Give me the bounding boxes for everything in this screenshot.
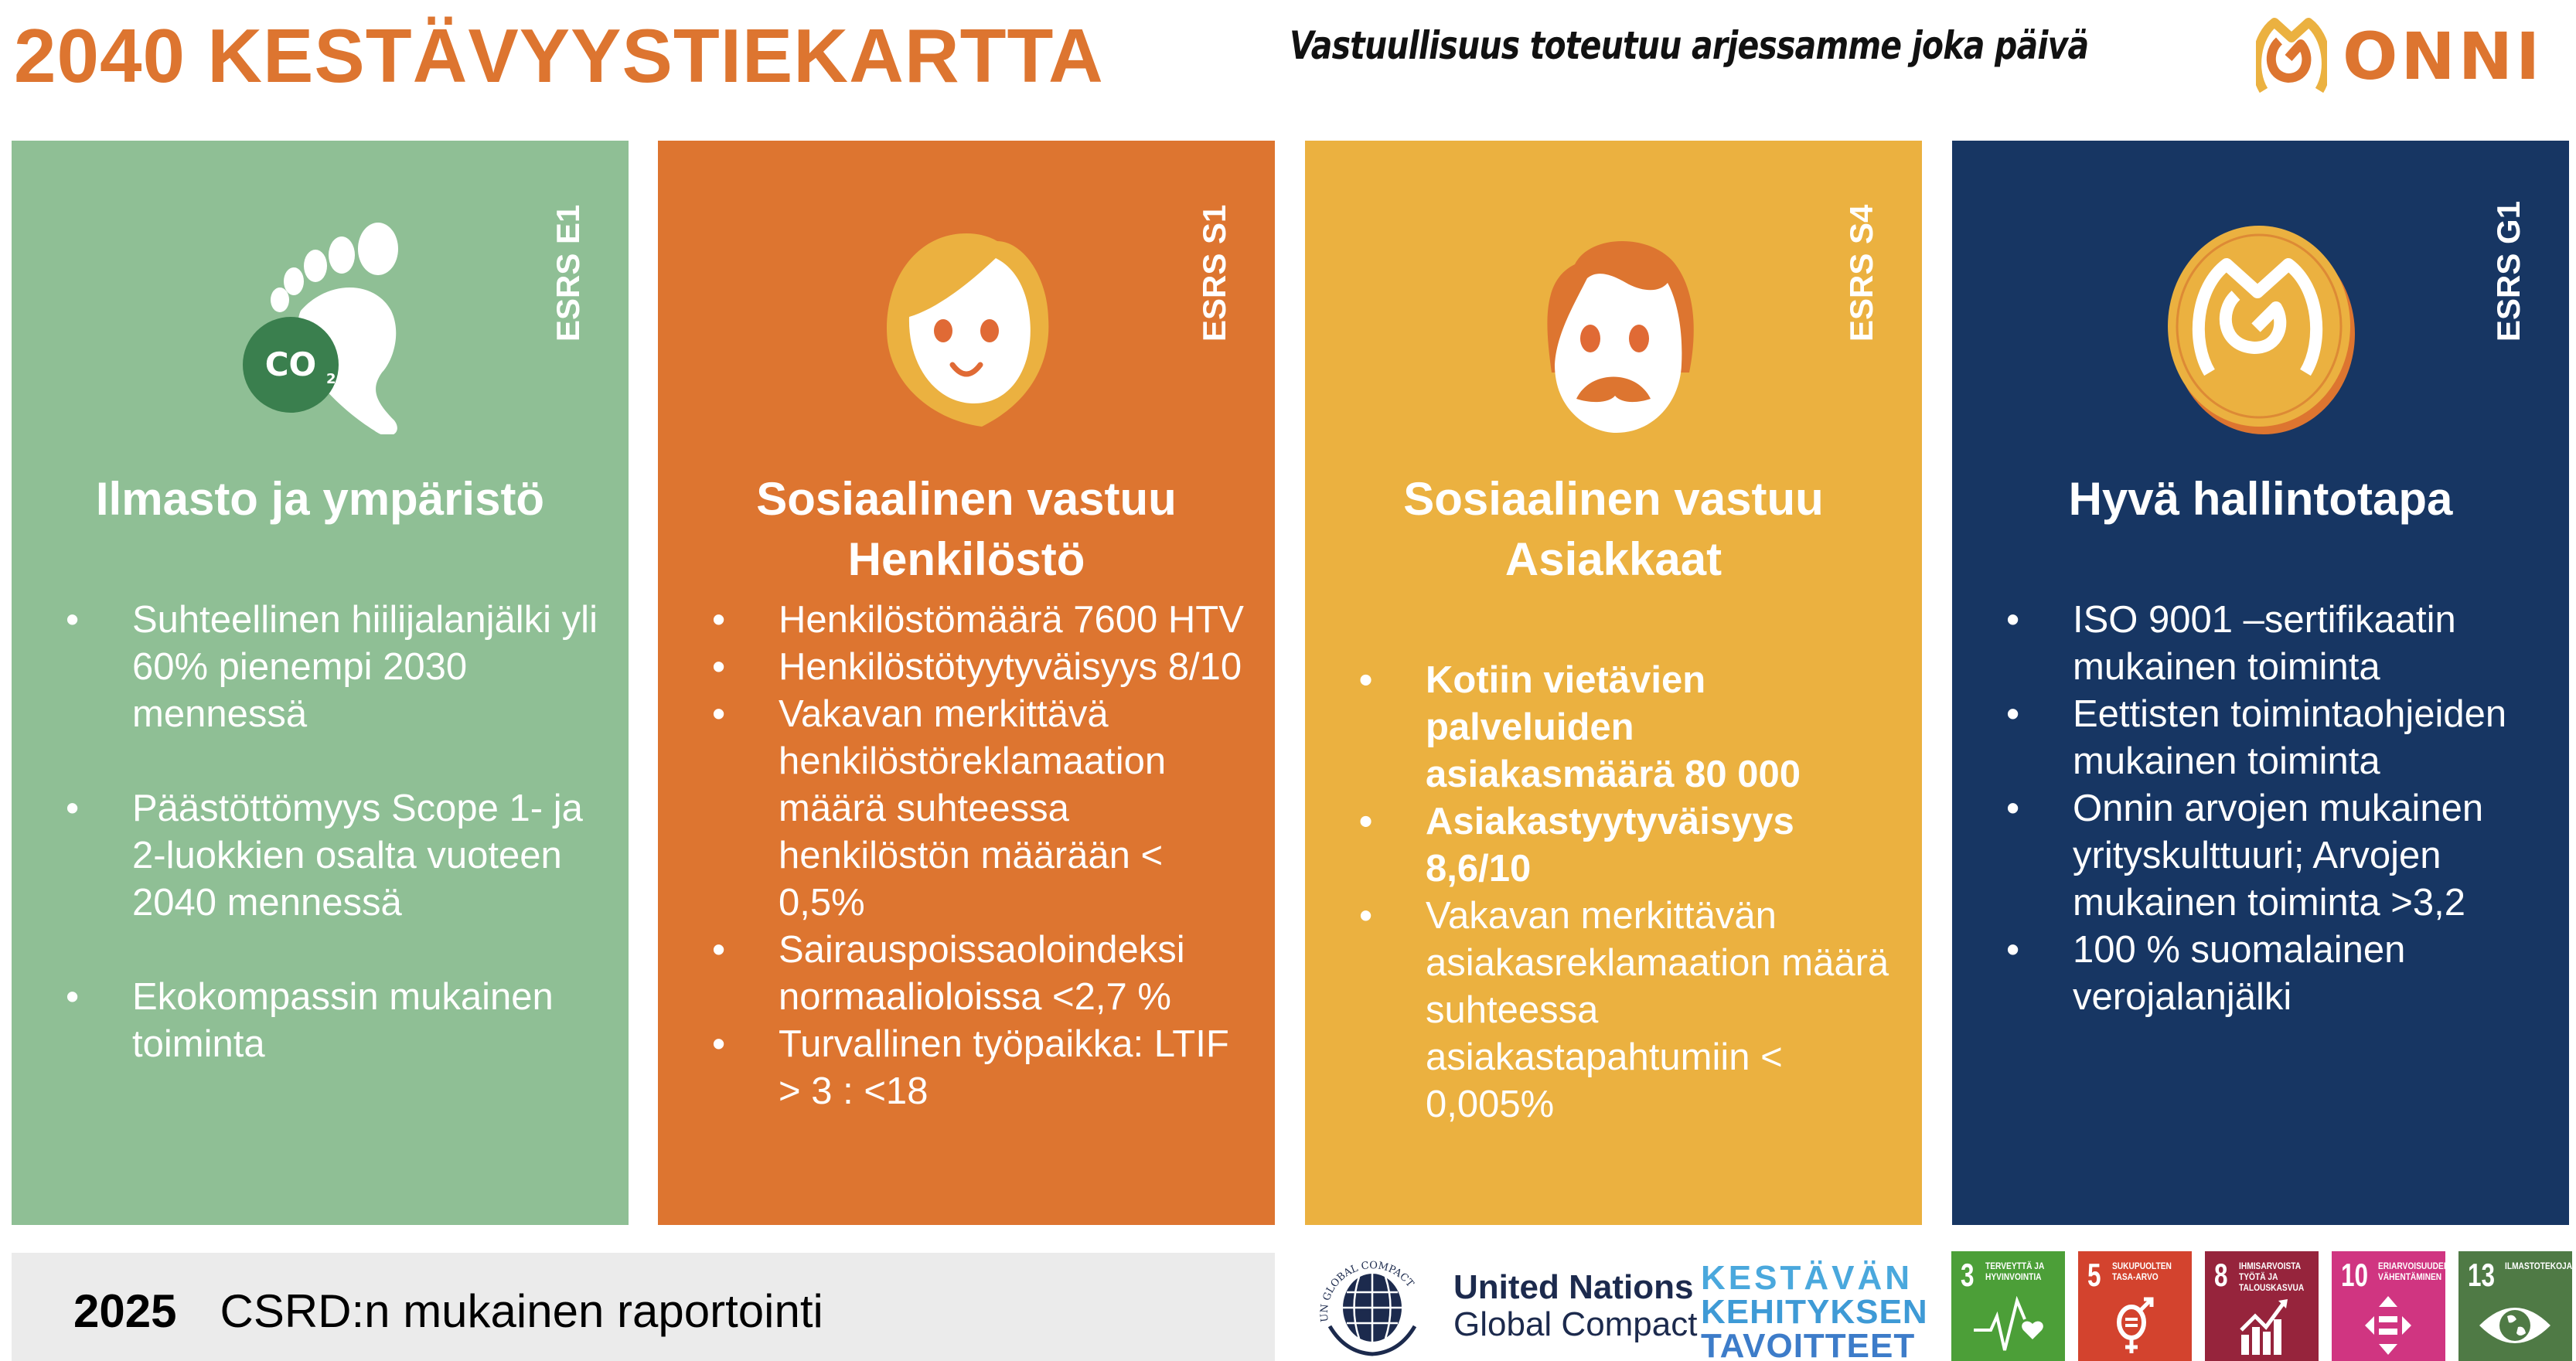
onni-emblem-icon bbox=[2256, 18, 2327, 94]
list-item: 100 % suomalainen verojalanjälki bbox=[2006, 927, 2538, 1021]
sdg-wordmark: KESTÄVÄN KEHITYKSEN TAVOITTEET bbox=[1701, 1259, 1928, 1361]
card-climate: ESRS E1 CO 2 Ilmasto ja ympäristö Suhtee… bbox=[12, 141, 629, 1225]
card-heading: Sosiaalinen vastuu Henkilöstö bbox=[756, 473, 1177, 585]
sdg-tiles: 3 TERVEYTTÄ JA HYVINVOINTIA 5 SUKUPUOLTE… bbox=[1951, 1251, 2572, 1361]
growth-chart-icon bbox=[2240, 1299, 2288, 1355]
list-item: Ekokompassin mukainen toiminta bbox=[66, 974, 598, 1068]
esrs-code: ESRS S4 bbox=[1843, 204, 1879, 342]
heartbeat-icon bbox=[1974, 1296, 2043, 1351]
sdg-tile-8: 8 IHMISARVOISTA TYÖTÄ JA TALOUSKASVUA bbox=[2205, 1251, 2319, 1361]
list-item: Asiakastyytyväisyys 8,6/10 bbox=[1359, 798, 1891, 893]
card-employees: ESRS S1 Sosiaalinen vastuu Henkilöstö He… bbox=[658, 141, 1275, 1225]
un-global-compact-logo: UN GLOBAL COMPACT United Nations Global … bbox=[1314, 1252, 1697, 1360]
tagline: Vastuullisuus toteutuu arjessamme joka p… bbox=[1290, 23, 2089, 68]
bullet-list: Suhteellinen hiilijalanjälki yli 60% pie… bbox=[66, 597, 598, 1068]
list-item: Kotiin vietävien palveluiden asiakasmäär… bbox=[1359, 657, 1891, 798]
gender-equality-icon bbox=[2117, 1297, 2154, 1353]
list-item: Onnin arvojen mukainen yrityskulttuuri; … bbox=[2006, 785, 2538, 927]
un-globe-laurel-icon: UN GLOBAL COMPACT bbox=[1319, 1260, 1417, 1356]
list-item: Turvallinen työpaikka: LTIF > 3 : <18 bbox=[712, 1021, 1244, 1115]
card-heading: Hyvä hallintotapa bbox=[2068, 473, 2453, 525]
list-item: Vakavan merkittävän asiakasreklamaation … bbox=[1359, 893, 1891, 1128]
list-item: Päästöttömyys Scope 1- ja 2-luokkien osa… bbox=[66, 785, 598, 927]
esrs-code: ESRS G1 bbox=[2490, 200, 2527, 342]
sdg-tile-5: 5 SUKUPUOLTEN TASA-ARVO bbox=[2078, 1251, 2192, 1361]
ungc-line2: Global Compact bbox=[1453, 1305, 1698, 1343]
onni-coin-icon bbox=[2168, 226, 2355, 434]
card-heading: Sosiaalinen vastuu Asiakkaat bbox=[1403, 473, 1824, 585]
onni-logo: ONNI bbox=[2256, 14, 2543, 99]
list-item: Sairauspoissaoloindeksi normaalioloissa … bbox=[712, 927, 1244, 1021]
card-governance: ESRS G1 Hyvä hallintotapa ISO 9001 –sert… bbox=[1952, 141, 2569, 1225]
svg-text:CO: CO bbox=[265, 345, 317, 383]
esrs-code: ESRS E1 bbox=[550, 204, 586, 342]
customer-face-icon bbox=[1547, 241, 1694, 433]
ungc-line1: United Nations bbox=[1453, 1268, 1694, 1306]
list-item: Vakavan merkittävä henkilöstöreklamaatio… bbox=[712, 691, 1244, 927]
list-item: Henkilöstömäärä 7600 HTV bbox=[712, 597, 1244, 644]
co2-footprint-icon: CO 2 bbox=[243, 223, 398, 434]
list-item: Eettisten toimintaohjeiden mukainen toim… bbox=[2006, 691, 2538, 785]
page-title: 2040 KESTÄVYYSTIEKARTTA bbox=[14, 13, 1104, 98]
climate-eye-icon bbox=[2479, 1308, 2550, 1343]
bullet-list: Kotiin vietävien palveluiden asiakasmäär… bbox=[1359, 657, 1891, 1128]
sdg-tile-10: 10 ERIARVOISUUDEN VÄHENTÄMINEN bbox=[2332, 1251, 2445, 1361]
list-item: ISO 9001 –sertifikaatin mukainen toimint… bbox=[2006, 597, 2538, 691]
bullet-list: Henkilöstömäärä 7600 HTV Henkilöstötyyty… bbox=[712, 597, 1244, 1115]
esrs-code: ESRS S1 bbox=[1196, 204, 1232, 342]
bullet-list: ISO 9001 –sertifikaatin mukainen toimint… bbox=[2006, 597, 2538, 1021]
card-heading: Ilmasto ja ympäristö bbox=[95, 473, 545, 525]
reporting-banner: 2025 CSRD:n mukainen raportointi bbox=[12, 1253, 1275, 1361]
sdg-tile-13: 13 ILMASTOTEKOJA bbox=[2458, 1251, 2572, 1361]
reporting-year: 2025 bbox=[73, 1284, 177, 1337]
card-customers: ESRS S4 Sosiaalinen vastuu Asiakkaat Kot… bbox=[1305, 141, 1922, 1225]
svg-text:2: 2 bbox=[326, 371, 336, 387]
employee-face-icon bbox=[886, 233, 1049, 427]
reduced-inequality-icon bbox=[2365, 1296, 2411, 1355]
list-item: Suhteellinen hiilijalanjälki yli 60% pie… bbox=[66, 597, 598, 738]
brand-name: ONNI bbox=[2343, 19, 2544, 94]
sdg-tile-3: 3 TERVEYTTÄ JA HYVINVOINTIA bbox=[1951, 1251, 2065, 1361]
list-item: Henkilöstötyytyväisyys 8/10 bbox=[712, 644, 1244, 691]
reporting-text: CSRD:n mukainen raportointi bbox=[220, 1284, 823, 1337]
